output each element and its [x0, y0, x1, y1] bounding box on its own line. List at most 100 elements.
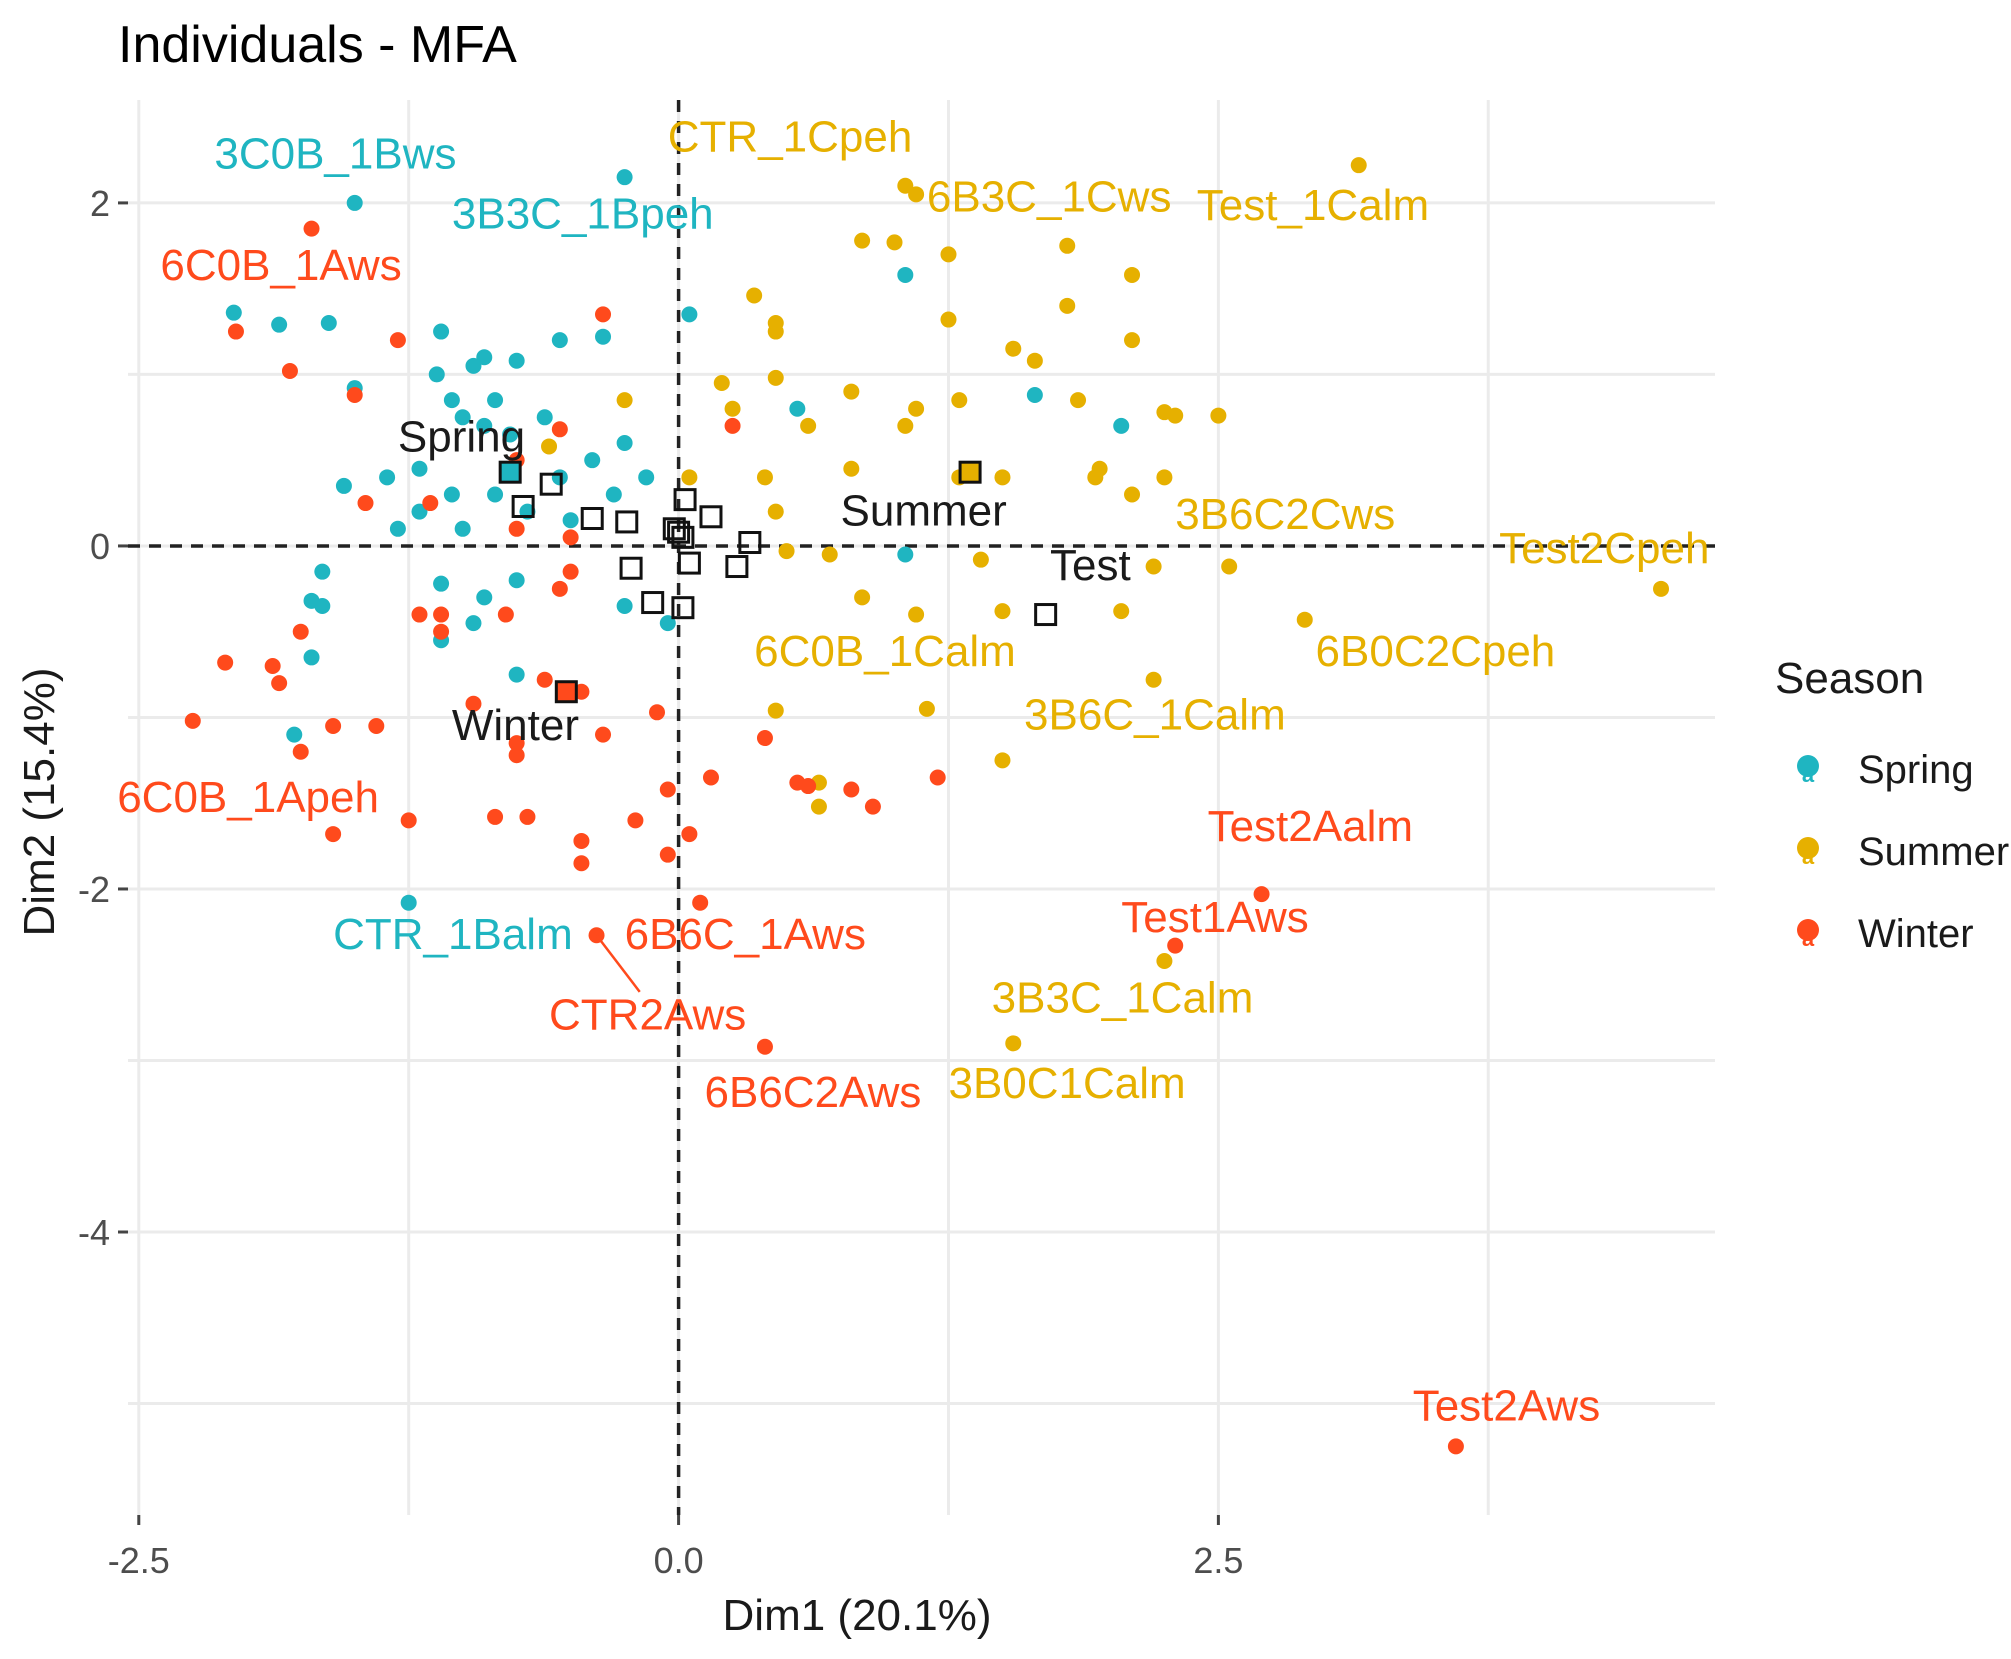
point-summer — [1059, 297, 1076, 314]
legend-key-spring — [1797, 755, 1819, 777]
point-summer — [767, 323, 784, 340]
point-summer — [1005, 1035, 1022, 1052]
point-summer — [1653, 580, 1670, 597]
point-winter — [217, 654, 234, 671]
point-labels: 3C0B_1Bws 3B3C_1Bpeh CTR_1Balm 6C0B_1Aws 6C0… — [117, 112, 1709, 1430]
partial-individual-markers — [511, 472, 1058, 627]
point-summer — [1210, 407, 1227, 424]
point-summer — [1221, 558, 1238, 575]
point-summer — [972, 551, 989, 568]
legend-key-summer — [1797, 837, 1819, 859]
point-label: 6B0C2Cpeh — [1316, 627, 1556, 676]
point-spring — [271, 316, 288, 333]
point-spring — [411, 503, 428, 520]
point-winter — [264, 658, 281, 674]
point-spring — [616, 597, 633, 614]
point-summer — [994, 469, 1011, 486]
point-spring — [320, 314, 337, 331]
partial-point-marker — [671, 525, 695, 549]
point-summer — [746, 287, 763, 304]
point-label: 6C0B_1Calm — [754, 627, 1016, 676]
point-spring — [616, 435, 633, 452]
point-summer — [756, 469, 773, 486]
point-summer — [994, 752, 1011, 769]
point-summer — [897, 417, 914, 434]
partial-point-marker — [641, 591, 665, 615]
point-summer — [724, 400, 741, 417]
point-spring — [476, 589, 493, 606]
point-winter — [508, 520, 525, 537]
point-label: CTR_1Cpeh — [668, 112, 913, 161]
point-spring — [595, 328, 612, 345]
point-spring — [605, 486, 622, 503]
point-winter — [389, 332, 406, 349]
point-winter — [292, 743, 309, 760]
point-label: Test2Aws — [1413, 1382, 1601, 1431]
point-summer — [778, 543, 795, 560]
point-winter — [681, 826, 698, 843]
point-spring — [314, 563, 331, 580]
point-winter — [368, 718, 385, 735]
point-spring — [389, 520, 406, 537]
point-label: 6C0B_1Apeh — [117, 773, 379, 822]
point-winter — [281, 362, 298, 379]
point-winter — [864, 798, 881, 815]
point-summer — [1070, 392, 1087, 409]
legend-entry-spring: a Spring — [1797, 748, 1974, 792]
point-label: 3B3C_1Bpeh — [452, 190, 714, 239]
point-label: Test1Aws — [1121, 893, 1309, 942]
center-label-summer: Summer — [841, 486, 1007, 535]
point-winter — [1167, 937, 1184, 954]
point-spring — [1026, 387, 1043, 404]
point-spring — [314, 597, 331, 614]
group-center-summer — [958, 460, 982, 484]
point-spring — [443, 486, 460, 503]
point-summer — [843, 383, 860, 400]
point-spring — [897, 266, 914, 283]
point-winter — [303, 220, 320, 237]
point-label: 6C0B_1Aws — [160, 241, 401, 290]
point-winter — [800, 778, 817, 795]
point-spring — [303, 649, 320, 666]
legend-label-spring: Spring — [1858, 748, 1974, 792]
reference-lines — [128, 100, 1715, 1515]
point-winter — [497, 606, 514, 623]
point-winter — [487, 808, 504, 825]
point-winter — [292, 623, 309, 640]
point-label: CTR_1Balm — [333, 910, 573, 959]
point-summer — [800, 417, 817, 434]
point-spring — [400, 894, 417, 911]
x-tick-label: 2.5 — [1193, 1540, 1243, 1581]
point-spring — [476, 349, 493, 366]
point-spring — [508, 666, 525, 683]
point-spring — [465, 357, 482, 374]
point-label: Test2Aalm — [1208, 802, 1413, 851]
point-spring — [476, 417, 493, 434]
point-summer — [994, 603, 1011, 620]
point-label: 3C0B_1Bws — [214, 130, 456, 179]
group-center-winter — [554, 680, 578, 704]
point-summer — [1350, 157, 1367, 174]
x-axis-label: Dim1 (20.1%) — [723, 1591, 992, 1640]
point-winter — [422, 495, 439, 512]
x-tick-label: -2.5 — [108, 1540, 170, 1581]
point-spring — [789, 400, 806, 417]
point-summer — [821, 546, 838, 563]
point-spring — [502, 426, 519, 443]
point-spring — [487, 392, 504, 409]
point-summer — [897, 177, 914, 194]
point-label: Test2Cpeh — [1499, 524, 1709, 573]
point-summer — [940, 246, 957, 263]
legend-key-winter — [1797, 919, 1819, 941]
point-summer — [1124, 266, 1141, 283]
point-spring — [335, 477, 352, 494]
point-winter — [551, 421, 568, 438]
point-winter — [433, 606, 450, 623]
point-spring — [562, 512, 579, 529]
point-summer — [1124, 486, 1141, 503]
point-winter — [508, 735, 525, 752]
axes: -2.5 0.0 2.5 2 0 -2 -4 — [78, 183, 1243, 1581]
point-label: 3B6C_1Calm — [1024, 690, 1286, 739]
point-label: 6B6C_1Aws — [625, 910, 866, 959]
